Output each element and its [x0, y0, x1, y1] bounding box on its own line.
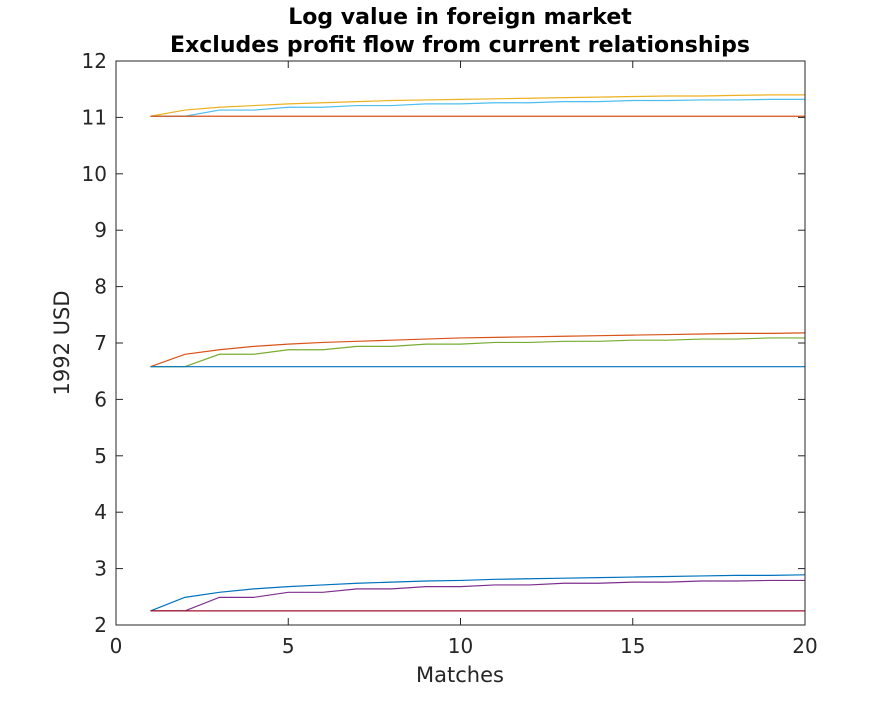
- y-tick-label: 2: [94, 613, 107, 637]
- y-axis: 2 3 4 5 6 7 8 9 10 11 12: [82, 49, 805, 637]
- y-tick-label: 12: [82, 49, 107, 73]
- series-line-3: [150, 94, 805, 117]
- x-axis: 0 5 10 15 20: [110, 61, 818, 658]
- x-tick-label: 0: [110, 634, 123, 658]
- y-tick-label: 9: [94, 218, 107, 242]
- y-tick-label: 5: [94, 444, 107, 468]
- plot-frame: [115, 60, 806, 626]
- y-axis-label: 1992 USD: [50, 291, 74, 396]
- x-tick-label: 5: [282, 634, 295, 658]
- series-line-6: [150, 98, 805, 117]
- x-tick-label: 15: [620, 634, 645, 658]
- series-line-5: [150, 337, 805, 368]
- y-tick-label: 10: [82, 162, 107, 186]
- x-tick-label: 10: [448, 634, 473, 658]
- x-tick-label: 20: [792, 634, 817, 658]
- chart-subtitle: Excludes profit flow from current relati…: [170, 33, 750, 58]
- x-axis-label: Matches: [416, 663, 504, 687]
- chart-title: Log value in foreign market: [288, 5, 632, 30]
- y-tick-label: 11: [82, 105, 107, 129]
- y-tick-label: 6: [94, 387, 107, 411]
- series-line-1: [150, 574, 806, 612]
- y-tick-label: 8: [94, 275, 107, 299]
- series-line-4: [150, 579, 805, 612]
- series-line-2: [150, 332, 806, 368]
- series-layer: [150, 94, 806, 612]
- y-tick-label: 4: [94, 500, 107, 524]
- y-tick-label: 7: [94, 331, 107, 355]
- y-tick-label: 3: [94, 557, 107, 581]
